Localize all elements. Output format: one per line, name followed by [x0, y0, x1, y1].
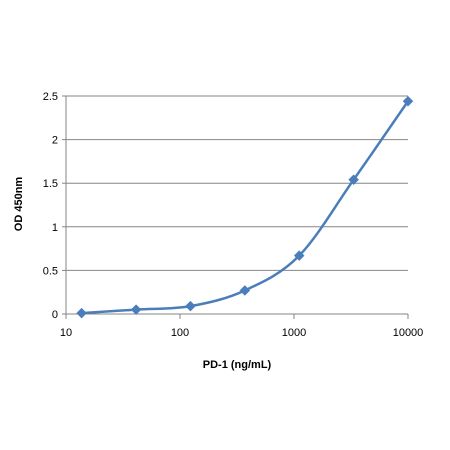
grid-lines — [66, 95, 408, 271]
x-tick-label: 10 — [60, 327, 72, 339]
data-point-marker — [76, 307, 87, 319]
y-tick-label: 2 — [52, 135, 58, 147]
series-line — [76, 95, 414, 319]
x-axis-title: PD-1 (ng/mL) — [203, 359, 272, 371]
data-point-marker — [293, 250, 305, 261]
tick-labels: 0 0.5 1 1.5 2 2.5 10 100 1000 10000 — [43, 91, 424, 339]
series-curve — [80, 99, 410, 315]
data-point-marker — [130, 304, 142, 315]
y-tick-label: 1.5 — [43, 178, 58, 190]
data-point-marker — [185, 300, 196, 312]
y-axis-title: OD 450nm — [13, 177, 25, 232]
y-tick-label: 1 — [52, 222, 58, 234]
x-tick-label: 10000 — [393, 327, 424, 339]
data-point-marker — [348, 174, 359, 186]
x-tick-label: 1000 — [282, 327, 306, 339]
data-point-marker — [239, 285, 251, 296]
y-tick-label: 0 — [52, 309, 58, 321]
axes — [62, 95, 409, 319]
x-tick-label: 100 — [171, 327, 189, 339]
y-tick-label: 2.5 — [43, 91, 58, 103]
data-point-marker — [402, 95, 414, 107]
y-tick-label: 0.5 — [43, 265, 58, 277]
